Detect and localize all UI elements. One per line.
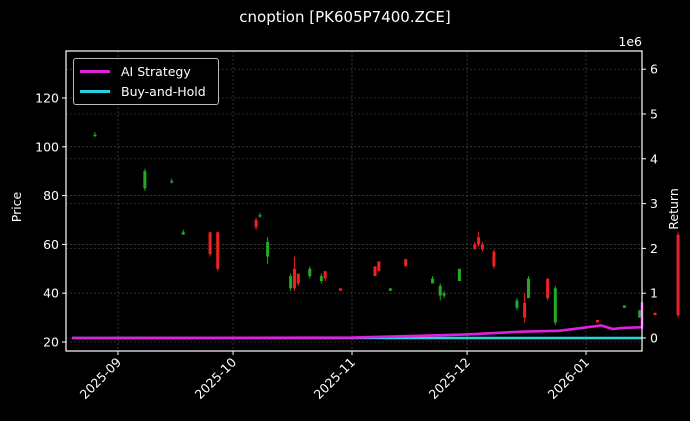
return-tick-label: 4	[650, 151, 658, 166]
candle	[181, 229, 185, 235]
return-tick-label: 2	[650, 241, 658, 256]
candle	[546, 278, 550, 301]
candle	[596, 320, 600, 323]
legend-label: Buy-and-Hold	[121, 83, 206, 99]
candle	[523, 293, 527, 323]
candle	[216, 232, 220, 272]
candle	[170, 178, 174, 184]
candle	[388, 288, 392, 291]
candle	[323, 271, 327, 281]
candle	[492, 249, 496, 269]
return-axis-label: Return	[666, 188, 681, 229]
candle	[373, 266, 377, 277]
candle	[480, 241, 484, 252]
return-tick-label: 5	[650, 107, 658, 122]
return-tick-label: 3	[650, 196, 658, 211]
candle	[377, 261, 381, 272]
price-tick-label: 80	[43, 188, 59, 203]
candle	[515, 298, 519, 311]
candle	[477, 232, 481, 247]
candle	[653, 312, 657, 316]
return-tick-label: 1	[650, 286, 658, 301]
candle	[266, 237, 270, 264]
candle	[143, 168, 147, 191]
price-axis: 20 40 60 80 100 120	[35, 91, 66, 350]
candle	[622, 305, 626, 308]
legend-item-ai-strategy: AI Strategy	[80, 62, 191, 80]
candle	[289, 273, 293, 291]
candle	[208, 232, 212, 257]
candle	[676, 232, 680, 318]
plot-frame	[65, 50, 643, 352]
candle	[93, 132, 97, 138]
candle	[442, 290, 446, 299]
candlestick-series	[93, 132, 680, 325]
return-tick-label: 6	[650, 62, 658, 77]
candle	[431, 276, 435, 284]
candle	[638, 310, 642, 318]
legend-swatch-magenta	[80, 69, 110, 73]
legend-item-buy-and-hold: Buy-and-Hold	[80, 82, 206, 100]
price-tick-label: 120	[35, 91, 59, 106]
candle	[338, 288, 342, 291]
price-tick-label: 100	[35, 139, 59, 154]
legend: AI Strategy Buy-and-Hold	[73, 58, 219, 105]
grid-lines	[66, 51, 642, 351]
candle	[254, 217, 258, 230]
price-axis-label: Price	[9, 191, 24, 222]
return-axis-multiplier: 1e6	[618, 34, 642, 49]
candle	[296, 273, 300, 286]
candle	[404, 259, 408, 267]
candle	[553, 285, 557, 325]
chart-title: cnoption [PK605P7400.ZCE]	[239, 8, 451, 26]
candle	[292, 256, 296, 291]
return-axis: 0 1 2 3 4 5 6	[642, 62, 658, 346]
candle	[457, 268, 461, 281]
price-tick-label: 20	[43, 335, 59, 350]
price-tick-label: 40	[43, 286, 59, 301]
candle	[473, 241, 477, 250]
candle	[308, 266, 312, 279]
candle	[526, 276, 530, 299]
candle	[319, 273, 323, 284]
price-tick-label: 60	[43, 237, 59, 252]
legend-label: AI Strategy	[121, 63, 191, 79]
candle	[258, 212, 262, 218]
return-tick-label: 0	[650, 331, 658, 346]
legend-swatch-cyan	[80, 89, 110, 93]
candle	[438, 283, 442, 301]
